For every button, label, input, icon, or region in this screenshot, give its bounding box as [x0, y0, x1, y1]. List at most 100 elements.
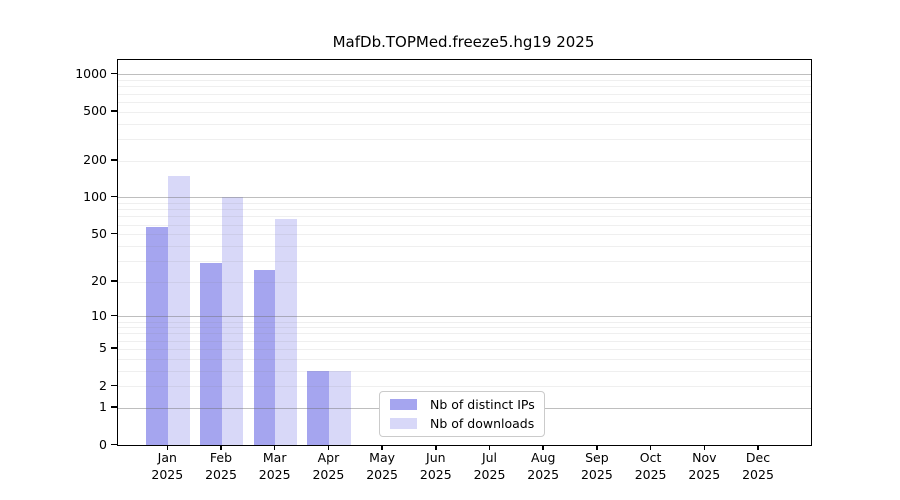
- bars-layer: [118, 60, 811, 445]
- x-tick-month: Oct: [639, 450, 662, 465]
- x-tick-mark: [703, 445, 706, 450]
- x-tick-mark: [381, 445, 383, 450]
- x-tick-year: 2025: [742, 466, 774, 482]
- x-tick-mark: [273, 445, 276, 450]
- gridline-minor: [118, 101, 811, 103]
- x-tick-month: Jul: [481, 450, 498, 465]
- bar-distinct-ips: [253, 270, 276, 445]
- x-axis-tick-label: Feb 2025: [181, 450, 261, 483]
- bar-downloads: [221, 197, 244, 445]
- y-tick-mark: [111, 280, 117, 282]
- y-axis-tick-label: 1000: [75, 65, 107, 81]
- y-tick-mark: [111, 72, 117, 75]
- x-axis-tick-label: Mar 2025: [235, 450, 315, 483]
- x-tick-mark: [488, 445, 491, 450]
- x-tick-mark: [327, 445, 330, 450]
- x-axis-tick-label: Oct 2025: [611, 450, 691, 483]
- x-tick-year: 2025: [151, 466, 184, 482]
- y-tick-mark: [111, 232, 117, 235]
- y-axis-tick-label: 2: [99, 377, 107, 393]
- gridline-minor: [118, 386, 811, 388]
- x-axis-tick-label: Aug 2025: [503, 450, 583, 483]
- x-tick-year: 2025: [205, 466, 237, 482]
- x-axis-tick-label: Jan 2025: [127, 450, 207, 483]
- x-tick-year: 2025: [258, 466, 291, 482]
- x-tick-mark: [220, 445, 222, 450]
- y-tick-mark: [111, 406, 117, 408]
- x-tick-month: Nov: [692, 450, 717, 465]
- x-tick-year: 2025: [312, 466, 345, 482]
- y-tick-mark: [111, 384, 117, 387]
- legend-label: Nb of distinct IPs: [430, 397, 535, 412]
- x-tick-month: Dec: [745, 450, 771, 465]
- y-axis-tick-label: 0: [99, 436, 107, 452]
- legend: Nb of distinct IPs Nb of downloads: [379, 391, 545, 437]
- grid-layer: [118, 60, 811, 445]
- gridline-minor: [118, 86, 811, 88]
- gridline-minor: [118, 348, 811, 350]
- x-tick-mark: [596, 445, 598, 450]
- bar-downloads: [329, 370, 351, 445]
- gridline-major: [118, 197, 811, 199]
- x-tick-mark: [757, 445, 759, 450]
- legend-item: Nb of downloads: [380, 416, 544, 431]
- x-tick-month: Sep: [585, 450, 609, 465]
- x-tick-year: 2025: [580, 466, 613, 482]
- bar-distinct-ips: [200, 262, 222, 445]
- y-axis-tick-label: 50: [91, 225, 107, 241]
- y-axis-tick-label: 100: [83, 188, 107, 204]
- x-tick-year: 2025: [688, 466, 721, 482]
- gridline-minor: [118, 138, 811, 140]
- gridline-minor: [118, 333, 811, 335]
- x-tick-month: Apr: [317, 450, 340, 465]
- y-axis-tick-label: 500: [83, 103, 107, 119]
- gridline-minor: [118, 216, 811, 218]
- x-tick-mark: [649, 445, 652, 450]
- x-tick-year: 2025: [419, 466, 452, 482]
- gridline-minor: [118, 245, 811, 247]
- y-tick-mark: [111, 159, 117, 161]
- legend-swatch: [390, 399, 417, 410]
- bar-downloads: [168, 175, 190, 445]
- x-tick-month: Aug: [530, 450, 556, 465]
- gridline-minor: [118, 234, 811, 236]
- x-tick-mark: [166, 445, 169, 450]
- gridline-minor: [118, 327, 811, 329]
- x-tick-month: Feb: [209, 450, 233, 465]
- x-axis-tick-label: May 2025: [342, 450, 422, 483]
- legend-item: Nb of distinct IPs: [380, 397, 544, 412]
- y-tick-mark: [111, 443, 117, 445]
- x-tick-month: Mar: [262, 450, 287, 465]
- gridline-minor: [118, 260, 811, 262]
- gridline-minor: [118, 370, 811, 372]
- x-tick-mark: [435, 445, 437, 450]
- y-tick-mark: [111, 314, 117, 317]
- gridline-minor: [118, 209, 811, 211]
- plot-area: [117, 59, 812, 446]
- x-axis-tick-label: Apr 2025: [288, 450, 368, 483]
- gridline-minor: [118, 203, 811, 205]
- gridline-minor: [118, 224, 811, 226]
- gridline-minor: [118, 160, 811, 162]
- gridline-minor: [118, 340, 811, 342]
- gridline-minor: [118, 358, 811, 360]
- bar-distinct-ips: [307, 370, 329, 445]
- x-tick-month: May: [369, 450, 396, 465]
- x-tick-month: Jun: [426, 450, 446, 465]
- y-axis-tick-label: 1: [99, 399, 107, 415]
- y-axis-tick-label: 200: [83, 152, 107, 168]
- gridline-minor: [118, 93, 811, 95]
- x-axis-tick-label: Jun 2025: [396, 450, 476, 483]
- y-axis-tick-label: 5: [99, 340, 107, 356]
- x-axis-tick-label: Sep 2025: [557, 450, 637, 483]
- x-axis-tick-label: Dec 2025: [718, 450, 798, 483]
- y-tick-mark: [111, 110, 117, 112]
- gridline-minor: [118, 123, 811, 125]
- bar-distinct-ips: [146, 227, 168, 445]
- chart-title: MafDb.TOPMed.freeze5.hg19 2025: [332, 33, 595, 51]
- x-tick-month: Jan: [157, 450, 177, 465]
- y-axis-tick-label: 20: [91, 273, 107, 289]
- gridline-major: [118, 316, 811, 318]
- y-tick-mark: [111, 195, 117, 198]
